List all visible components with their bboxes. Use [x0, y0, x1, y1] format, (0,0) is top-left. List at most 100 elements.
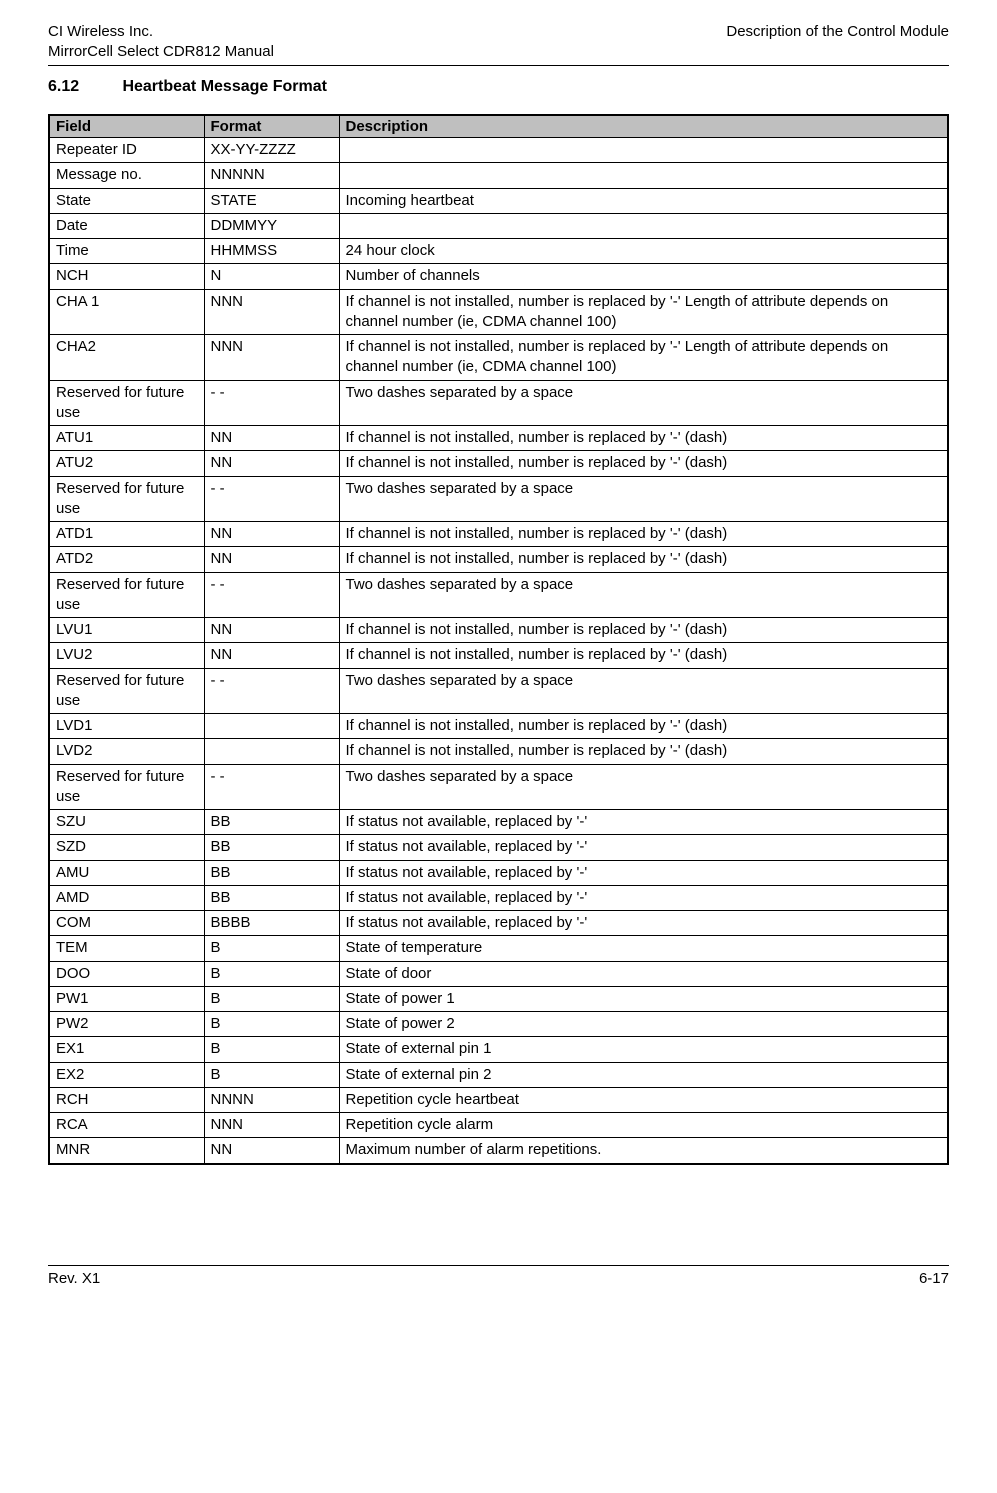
cell-field: RCA [49, 1113, 204, 1138]
table-row: LVD1 If channel is not installed, number … [49, 714, 948, 739]
cell-field: LVD1 [49, 714, 204, 739]
cell-description: Repetition cycle heartbeat [339, 1087, 948, 1112]
cell-field: Reserved for future use [49, 668, 204, 714]
cell-format: NN [204, 547, 339, 572]
cell-field: Reserved for future use [49, 476, 204, 522]
cell-description: Maximum number of alarm repetitions. [339, 1138, 948, 1164]
section-number: 6.12 [48, 78, 118, 96]
cell-field: EX1 [49, 1037, 204, 1062]
cell-description [339, 213, 948, 238]
cell-description: State of power 2 [339, 1012, 948, 1037]
cell-format: BB [204, 810, 339, 835]
company-name: CI Wireless Inc. [48, 22, 274, 42]
cell-description: If channel is not installed, number is r… [339, 289, 948, 335]
cell-format: - - [204, 764, 339, 810]
cell-description: If channel is not installed, number is r… [339, 714, 948, 739]
cell-format: NNNN [204, 1087, 339, 1112]
cell-description: If status not available, replaced by '-' [339, 911, 948, 936]
cell-format: B [204, 1037, 339, 1062]
cell-description: If channel is not installed, number is r… [339, 522, 948, 547]
cell-description: If channel is not installed, number is r… [339, 451, 948, 476]
cell-field: Message no. [49, 163, 204, 188]
cell-field: COM [49, 911, 204, 936]
section-heading: 6.12 Heartbeat Message Format [48, 78, 949, 96]
cell-field: SZD [49, 835, 204, 860]
cell-description [339, 138, 948, 163]
chapter-name: Description of the Control Module [726, 22, 949, 42]
table-row: ATU2NNIf channel is not installed, numbe… [49, 451, 948, 476]
cell-format: NN [204, 618, 339, 643]
cell-field: ATU1 [49, 426, 204, 451]
cell-description: Repetition cycle alarm [339, 1113, 948, 1138]
cell-description: Two dashes separated by a space [339, 476, 948, 522]
table-row: ATD1NNIf channel is not installed, numbe… [49, 522, 948, 547]
cell-field: Time [49, 239, 204, 264]
cell-field: Repeater ID [49, 138, 204, 163]
table-body: Repeater IDXX-YY-ZZZZMessage no.NNNNNSta… [49, 138, 948, 1164]
cell-field: LVU1 [49, 618, 204, 643]
cell-format: N [204, 264, 339, 289]
cell-format: BBBB [204, 911, 339, 936]
cell-field: NCH [49, 264, 204, 289]
cell-description: If status not available, replaced by '-' [339, 860, 948, 885]
table-row: Reserved for future use- -Two dashes sep… [49, 380, 948, 426]
table-row: Reserved for future use- -Two dashes sep… [49, 668, 948, 714]
table-row: PW1BState of power 1 [49, 986, 948, 1011]
cell-format: NNN [204, 289, 339, 335]
table-row: SZDBBIf status not available, replaced b… [49, 835, 948, 860]
table-row: COMBBBBIf status not available, replaced… [49, 911, 948, 936]
cell-format: NN [204, 1138, 339, 1164]
table-row: EX1BState of external pin 1 [49, 1037, 948, 1062]
cell-description: If channel is not installed, number is r… [339, 739, 948, 764]
table-row: CHA2NNNIf channel is not installed, numb… [49, 335, 948, 381]
page-header: CI Wireless Inc. MirrorCell Select CDR81… [48, 22, 949, 61]
cell-description: If channel is not installed, number is r… [339, 618, 948, 643]
table-row: DateDDMMYY [49, 213, 948, 238]
cell-field: EX2 [49, 1062, 204, 1087]
cell-format: NN [204, 451, 339, 476]
cell-field: AMU [49, 860, 204, 885]
cell-description: If status not available, replaced by '-' [339, 835, 948, 860]
cell-description: Incoming heartbeat [339, 188, 948, 213]
cell-field: PW2 [49, 1012, 204, 1037]
cell-format [204, 739, 339, 764]
cell-format: - - [204, 476, 339, 522]
cell-field: ATD2 [49, 547, 204, 572]
col-header-description: Description [339, 115, 948, 138]
cell-description: If channel is not installed, number is r… [339, 335, 948, 381]
cell-field: CHA2 [49, 335, 204, 381]
cell-field: LVD2 [49, 739, 204, 764]
cell-description: Number of channels [339, 264, 948, 289]
cell-description: Two dashes separated by a space [339, 668, 948, 714]
cell-field: CHA 1 [49, 289, 204, 335]
cell-description: If status not available, replaced by '-' [339, 885, 948, 910]
table-row: AMUBBIf status not available, replaced b… [49, 860, 948, 885]
table-row: LVD2 If channel is not installed, number … [49, 739, 948, 764]
table-row: Reserved for future use- -Two dashes sep… [49, 764, 948, 810]
cell-description: State of door [339, 961, 948, 986]
cell-description: State of external pin 1 [339, 1037, 948, 1062]
table-row: Repeater IDXX-YY-ZZZZ [49, 138, 948, 163]
table-row: TEMBState of temperature [49, 936, 948, 961]
cell-field: Reserved for future use [49, 764, 204, 810]
page-number: 6-17 [919, 1270, 949, 1287]
cell-format: - - [204, 668, 339, 714]
cell-field: Date [49, 213, 204, 238]
table-row: TimeHHMMSS24 hour clock [49, 239, 948, 264]
cell-format: NNN [204, 1113, 339, 1138]
cell-format: B [204, 936, 339, 961]
cell-description: If status not available, replaced by '-' [339, 810, 948, 835]
cell-field: SZU [49, 810, 204, 835]
cell-format: B [204, 1062, 339, 1087]
table-row: RCHNNNNRepetition cycle heartbeat [49, 1087, 948, 1112]
cell-format: DDMMYY [204, 213, 339, 238]
cell-field: DOO [49, 961, 204, 986]
table-row: StateSTATEIncoming heartbeat [49, 188, 948, 213]
cell-format: NN [204, 426, 339, 451]
cell-format: XX-YY-ZZZZ [204, 138, 339, 163]
table-row: EX2BState of external pin 2 [49, 1062, 948, 1087]
table-row: LVU2NNIf channel is not installed, numbe… [49, 643, 948, 668]
table-row: AMDBBIf status not available, replaced b… [49, 885, 948, 910]
header-rule [48, 65, 949, 66]
table-row: DOOBState of door [49, 961, 948, 986]
